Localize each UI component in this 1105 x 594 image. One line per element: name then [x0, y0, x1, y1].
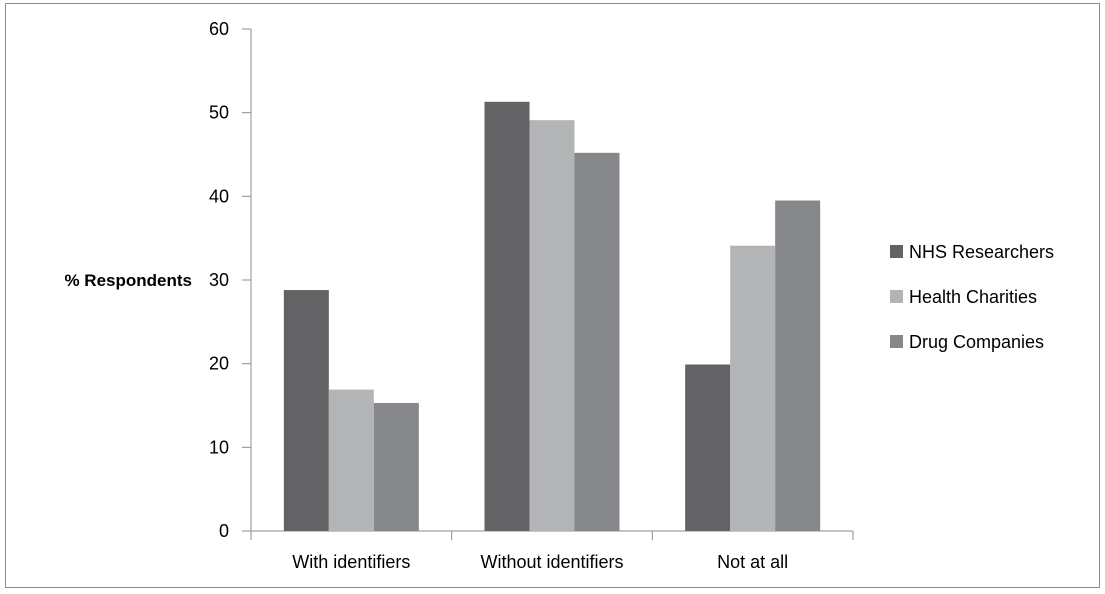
- y-tick-label: 20: [209, 354, 229, 374]
- legend-label: NHS Researchers: [909, 242, 1054, 262]
- y-tick-label: 50: [209, 103, 229, 123]
- y-tick-label: 0: [219, 521, 229, 541]
- y-tick-label: 40: [209, 186, 229, 206]
- legend-swatch: [890, 290, 903, 303]
- y-tick-label: 10: [209, 437, 229, 457]
- bar-drug-companies-0: [373, 402, 419, 531]
- legend: NHS Researchers Health Charities Drug Comp…: [890, 242, 1054, 352]
- y-tick-label: 60: [209, 19, 229, 39]
- bar-nhs-researchers-0: [283, 290, 329, 531]
- y-axis-label: % Respondents: [64, 271, 192, 290]
- bar-health-charities-2: [730, 245, 776, 532]
- x-tick-label: Without identifiers: [480, 552, 623, 572]
- x-tick-label: With identifiers: [292, 552, 410, 572]
- bar-nhs-researchers-1: [484, 101, 530, 531]
- bar-drug-companies-2: [775, 200, 821, 531]
- legend-label: Health Charities: [909, 287, 1037, 307]
- y-tick-label: 30: [209, 270, 229, 290]
- legend-swatch: [890, 245, 903, 258]
- bar-health-charities-0: [328, 389, 374, 531]
- bar-health-charities-1: [529, 120, 575, 532]
- bars: [283, 101, 821, 532]
- axis-labels: % Respondents 0 10 20 30 40 50 60 With identifi…: [64, 19, 788, 572]
- legend-swatch: [890, 335, 903, 348]
- bar-nhs-researchers-2: [685, 364, 731, 531]
- legend-label: Drug Companies: [909, 332, 1044, 352]
- bar-drug-companies-1: [574, 152, 620, 531]
- x-tick-label: Not at all: [717, 552, 788, 572]
